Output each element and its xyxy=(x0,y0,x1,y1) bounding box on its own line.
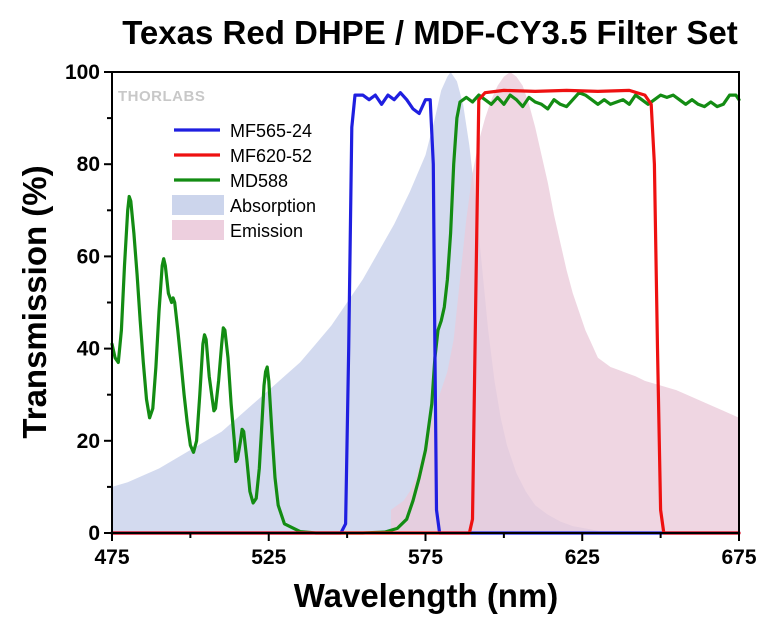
y-tick-label: 0 xyxy=(88,522,100,545)
legend-label-absorption: Absorption xyxy=(230,196,316,216)
legend: MF565-24 MF620-52 MD588 Absorption Emission xyxy=(172,121,316,241)
chart-title: Texas Red DHPE / MDF-CY3.5 Filter Set xyxy=(122,14,738,51)
y-tick-label: 100 xyxy=(65,61,100,84)
y-tick-label: 60 xyxy=(77,245,100,268)
x-tick-label: 475 xyxy=(94,546,129,569)
series-line-mf565-24 xyxy=(110,91,741,535)
y-axis-label: Transmission (%) xyxy=(16,165,53,438)
legend-label-mf565-24: MF565-24 xyxy=(230,121,312,141)
watermark-logo: THORLABS xyxy=(118,88,205,105)
x-tick-label: 625 xyxy=(565,546,600,569)
x-tick-label: 675 xyxy=(721,546,756,569)
x-tick-label: 525 xyxy=(251,546,286,569)
lines-layer xyxy=(110,88,741,535)
y-tick-label: 20 xyxy=(77,430,100,453)
y-tick-label: 40 xyxy=(77,338,100,361)
ticks-layer: 475 525 575 625 675 0 20 40 60 80 100 xyxy=(65,61,757,569)
areas-layer xyxy=(112,72,739,533)
legend-swatch-absorption xyxy=(172,195,224,215)
series-line-mf620-52 xyxy=(110,88,741,535)
x-axis-label: Wavelength (nm) xyxy=(294,577,559,614)
series-line-md588 xyxy=(110,91,741,535)
legend-label-mf620-52: MF620-52 xyxy=(230,146,312,166)
legend-label-emission: Emission xyxy=(230,221,303,241)
y-tick-label: 80 xyxy=(77,153,100,176)
x-tick-label: 575 xyxy=(408,546,443,569)
legend-label-md588: MD588 xyxy=(230,171,288,191)
legend-swatch-emission xyxy=(172,220,224,240)
